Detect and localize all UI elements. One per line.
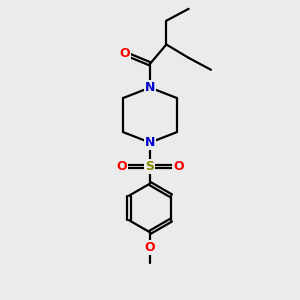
Text: O: O <box>173 160 184 173</box>
Text: S: S <box>146 160 154 173</box>
Text: N: N <box>145 81 155 94</box>
Text: N: N <box>145 136 155 149</box>
Text: O: O <box>116 160 127 173</box>
Text: O: O <box>145 241 155 254</box>
Text: O: O <box>119 47 130 60</box>
